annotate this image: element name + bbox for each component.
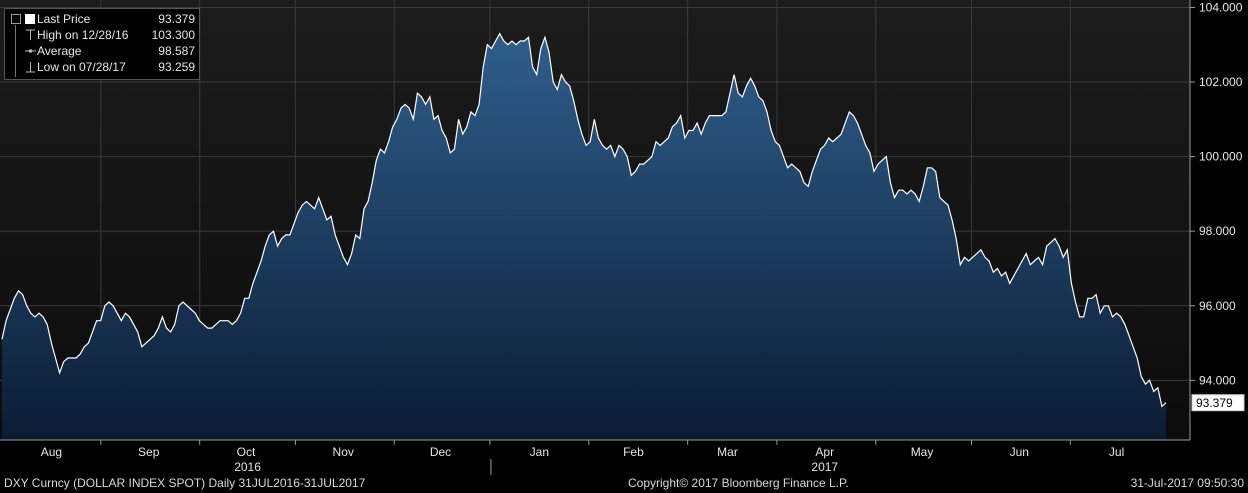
x-tick-label: Aug — [41, 445, 62, 459]
low-value: 93.259 — [158, 60, 195, 74]
y-tick-label: 94.000 — [1199, 373, 1236, 387]
legend-tree-line — [15, 25, 16, 77]
white-square-icon — [25, 14, 35, 24]
last-price-tag-label: 93.379 — [1196, 396, 1233, 410]
x-tick-label: Jul — [1109, 445, 1124, 459]
low-marker-icon — [26, 62, 35, 73]
x-tick-label: Oct — [237, 445, 256, 459]
x-tick-label: Mar — [717, 445, 738, 459]
high-label: High on 12/28/16 — [37, 28, 129, 42]
y-tick-label: 100.000 — [1199, 150, 1243, 164]
average-marker-icon — [25, 49, 36, 53]
average-label: Average — [37, 44, 82, 58]
last-price-tag — [1191, 394, 1245, 412]
legend-high: High on 12/28/16 103.300 — [5, 27, 199, 43]
price-line — [1, 32, 1167, 408]
collapse-box-icon[interactable] — [11, 14, 21, 24]
x-tick-label: Jan — [530, 445, 549, 459]
last-price-value: 93.379 — [158, 12, 195, 26]
average-value: 98.587 — [158, 44, 195, 58]
price-area — [2, 33, 1166, 440]
footer-timestamp: 31-Jul-2017 09:50:30 — [1130, 476, 1244, 490]
x-tick-label: Dec — [430, 445, 451, 459]
legend-box: Last Price 93.379 High on 12/28/16 103.3… — [4, 8, 200, 80]
legend-average: Average 98.587 — [5, 43, 199, 59]
y-tick-label: 98.000 — [1199, 224, 1236, 238]
footer-security-info: DXY Curncy (DOLLAR INDEX SPOT) Daily 31J… — [4, 476, 366, 490]
x-tick-label: Nov — [333, 445, 354, 459]
x-tick-label: May — [911, 445, 934, 459]
high-value: 103.300 — [151, 28, 195, 42]
last-price-label: Last Price — [37, 12, 91, 26]
x-tick-label: Sep — [138, 445, 160, 459]
footer-copyright: Copyright© 2017 Bloomberg Finance L.P. — [628, 476, 849, 490]
low-label: Low on 07/28/17 — [37, 60, 126, 74]
x-tick-label: Jun — [1010, 445, 1029, 459]
x-tick-label: Apr — [815, 445, 834, 459]
legend-last-price: Last Price 93.379 — [5, 11, 199, 27]
legend-low: Low on 07/28/17 93.259 — [5, 59, 199, 75]
year-label: 2017 — [811, 460, 838, 474]
x-tick-label: Feb — [623, 445, 644, 459]
y-tick-label: 104.000 — [1199, 0, 1243, 14]
y-tick-label: 102.000 — [1199, 75, 1243, 89]
y-tick-label: 96.000 — [1199, 299, 1236, 313]
year-label: 2016 — [234, 460, 261, 474]
high-marker-icon — [26, 29, 35, 40]
